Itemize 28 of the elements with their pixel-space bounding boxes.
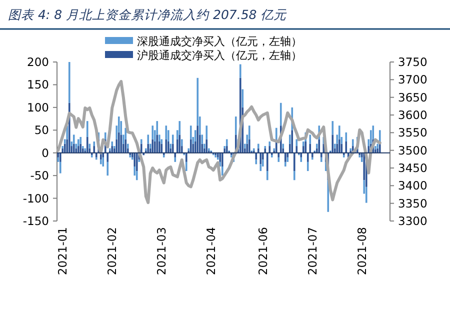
x-tick-label: 2021-04	[204, 227, 218, 276]
y2-tick-label: 3450	[398, 161, 428, 175]
x-tick-label: 2021-01	[56, 227, 70, 276]
y-tick-label: -100	[22, 191, 49, 206]
y-tick-label: 200	[27, 55, 49, 69]
legend-label: 深股通成交净买入（亿元，左轴）	[137, 35, 302, 48]
x-tick-label: 2021-07	[305, 227, 320, 276]
x-tick-label: 2021-08	[354, 227, 369, 276]
y2-tick-label: 3750	[398, 55, 428, 69]
y2-tick-label: 3600	[398, 108, 428, 122]
y-tick-label: -50	[30, 168, 49, 183]
y-tick-label: 150	[27, 78, 49, 92]
y2-tick-label: 3400	[398, 178, 428, 193]
y2-tick-label: 3550	[398, 126, 428, 140]
y-tick-label: 50	[34, 123, 49, 138]
legend-label: 沪股通成交净买入（亿元，左轴）	[137, 49, 302, 62]
y-tick-label: 0	[42, 146, 49, 160]
y2-tick-label: 3500	[398, 143, 428, 158]
y-tick-label: -150	[22, 214, 49, 228]
x-tick-label: 2021-03	[154, 227, 169, 276]
y2-tick-label: 3350	[398, 196, 428, 210]
x-tick-label: 2021-06	[256, 227, 270, 276]
y2-tick-label: 3300	[398, 214, 428, 228]
y2-tick-label: 3700	[398, 72, 428, 87]
title: 图表 4: 8 月北上资金累计净流入约 207.58 亿元	[8, 7, 287, 22]
y-tick-label: 100	[27, 100, 49, 114]
x-tick-label: 2021-02	[105, 227, 120, 276]
y2-tick-label: 3650	[398, 90, 428, 104]
